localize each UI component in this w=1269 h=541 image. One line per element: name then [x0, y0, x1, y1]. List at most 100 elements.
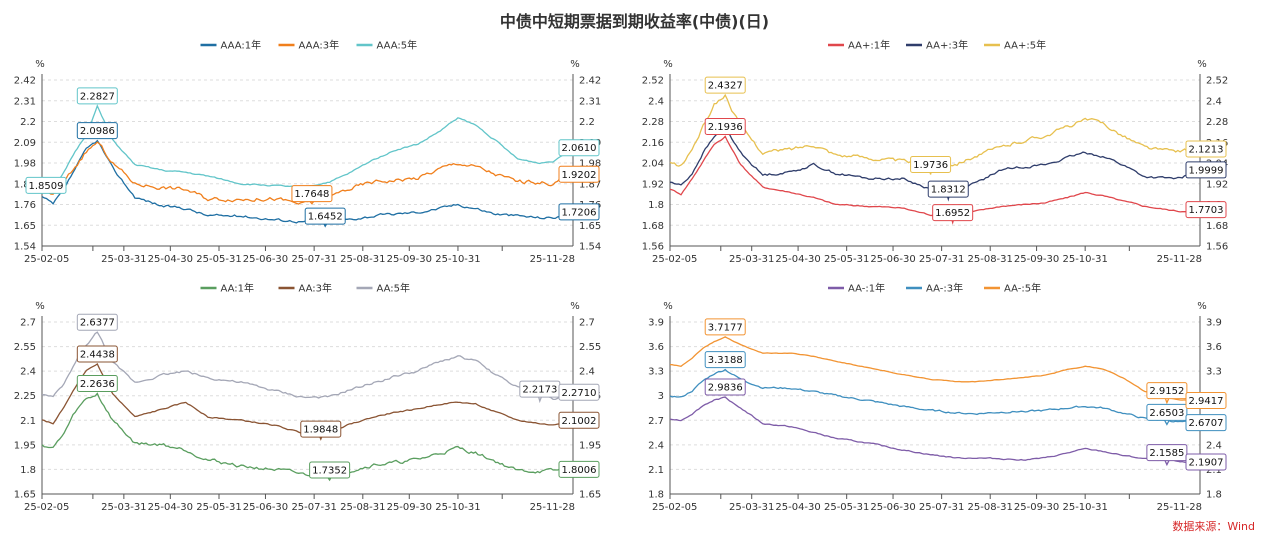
y-tick-label-right: 1.92	[1206, 179, 1228, 190]
y-tick-label-right: 1.95	[579, 440, 601, 451]
data-label-box	[927, 180, 969, 198]
y-tick-label-left: 1.76	[14, 200, 36, 211]
y-tick-label-right: 1.98	[579, 159, 601, 170]
y-unit-right: %	[1197, 59, 1207, 70]
x-tick-label: 25-07-31	[291, 502, 336, 513]
x-tick-label: 25-07-31	[919, 254, 964, 265]
y-tick-label-right: 1.68	[1206, 221, 1228, 232]
x-tick-label: 25-10-31	[435, 502, 480, 513]
x-tick-label: 25-05-31	[824, 502, 869, 513]
data-label-box	[76, 345, 118, 363]
data-label-box	[1146, 382, 1188, 400]
legend-label: AA:1年	[221, 282, 255, 295]
x-tick-label: 25-07-31	[919, 502, 964, 513]
data-label: 1.7703	[1189, 205, 1224, 216]
x-tick-label: 25-11-28	[530, 502, 575, 513]
x-tick-label: 25-03-31	[101, 254, 146, 265]
x-tick-label: 25-09-30	[387, 502, 432, 513]
series-line	[41, 392, 574, 482]
data-label: 2.1213	[1189, 144, 1224, 155]
y-tick-label-left: 3.9	[648, 318, 664, 329]
y-unit-left: %	[663, 59, 673, 70]
x-tick-label: 25-10-31	[1062, 254, 1107, 265]
data-label-box	[1185, 161, 1227, 179]
data-label: 1.7206	[562, 207, 597, 218]
data-label: 3.3188	[708, 355, 743, 366]
data-label-box	[76, 313, 118, 331]
data-label: 1.9848	[303, 425, 338, 436]
y-tick-label-left: 2.4	[648, 440, 664, 451]
y-tick-label-left: 2.55	[14, 342, 36, 353]
data-label: 1.9202	[562, 170, 597, 181]
data-label: 2.1002	[562, 416, 597, 427]
y-tick-label-right: 3.9	[1206, 318, 1222, 329]
y-tick-label-left: 2.1	[648, 465, 664, 476]
legend-label: AA:5年	[377, 282, 411, 295]
y-tick-label-right: 1.8	[1206, 490, 1222, 501]
y-tick-label-left: 2.1	[20, 416, 36, 427]
data-label-box	[558, 411, 600, 429]
x-tick-label: 25-02-05	[652, 254, 697, 265]
y-tick-label-right: 3.3	[1206, 367, 1222, 378]
x-tick-label: 25-09-30	[387, 254, 432, 265]
x-tick-label: 25-04-30	[148, 502, 193, 513]
data-label-box	[1146, 444, 1188, 462]
data-label-box	[1185, 391, 1227, 409]
data-label: 2.9417	[1189, 396, 1224, 407]
data-label: 2.6377	[80, 318, 115, 329]
data-label: 2.6503	[1149, 408, 1184, 419]
data-label: 2.2710	[562, 388, 597, 399]
legend-label: AA:3年	[299, 282, 333, 295]
data-label-box	[291, 185, 333, 203]
y-tick-label-left: 3.6	[648, 342, 664, 353]
data-label-box	[558, 203, 600, 221]
data-label: 1.8006	[562, 465, 597, 476]
data-label: 1.6452	[308, 212, 343, 223]
legend-label: AAA:1年	[221, 39, 262, 52]
y-tick-label-left: 1.68	[642, 221, 664, 232]
y-tick-label-right: 1.65	[579, 490, 601, 501]
x-tick-label: 25-05-31	[196, 502, 241, 513]
y-tick-label-left: 1.8	[648, 200, 664, 211]
x-tick-label: 25-10-31	[435, 254, 480, 265]
y-tick-label-left: 2.4	[20, 367, 36, 378]
data-label: 2.4327	[708, 81, 743, 92]
x-tick-label: 25-04-30	[148, 254, 193, 265]
y-tick-label-right: 1.87	[579, 179, 601, 190]
y-tick-label-left: 3	[658, 391, 664, 402]
x-tick-label: 25-11-28	[1157, 254, 1202, 265]
chart-panel-1: 1.541.541.651.651.761.761.871.871.981.98…	[14, 39, 602, 266]
data-label-box	[704, 318, 746, 336]
x-tick-label: 25-06-30	[870, 502, 915, 513]
y-tick-label-right: 2.7	[579, 318, 595, 329]
data-label: 1.8509	[29, 181, 64, 192]
y-tick-label-right: 2.4	[1206, 96, 1222, 107]
x-tick-label: 25-06-30	[870, 254, 915, 265]
y-tick-label-right: 1.56	[1206, 242, 1228, 253]
data-label-box	[704, 117, 746, 135]
data-label: 1.7352	[312, 466, 347, 477]
data-label-box	[76, 374, 118, 392]
legend-label: AA-:3年	[926, 282, 963, 295]
data-label-box	[558, 165, 600, 183]
y-unit-left: %	[35, 301, 45, 312]
y-tick-label-left: 2.7	[20, 318, 36, 329]
y-tick-label-left: 2.4	[648, 96, 664, 107]
x-tick-label: 25-03-31	[729, 254, 774, 265]
y-tick-label-left: 2.42	[14, 76, 36, 87]
y-tick-label-right: 2.55	[579, 342, 601, 353]
data-label-box	[76, 87, 118, 105]
data-label-box	[932, 204, 974, 222]
series-line	[41, 331, 574, 404]
data-label-box	[704, 76, 746, 94]
data-label: 2.1585	[1149, 448, 1184, 459]
x-tick-label: 25-09-30	[1014, 502, 1059, 513]
legend-label: AA-:1年	[848, 282, 885, 295]
x-tick-label: 25-02-05	[652, 502, 697, 513]
y-tick-label-right: 1.65	[579, 221, 601, 232]
y-unit-right: %	[570, 59, 580, 70]
series-line	[669, 368, 1201, 426]
chart-panel-4: 1.81.82.12.12.42.42.72.7333.33.33.63.63.…	[648, 282, 1227, 513]
y-tick-label-left: 2.25	[14, 391, 36, 402]
